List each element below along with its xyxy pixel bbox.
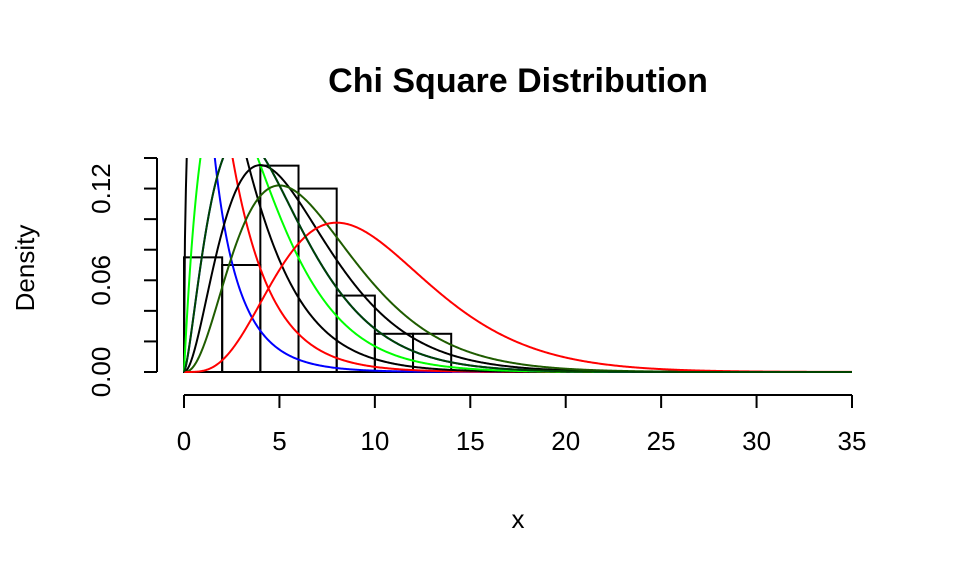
density-curve-df-5 (183, 158, 852, 373)
x-tick-label: 35 (838, 426, 867, 456)
x-tick-label: 30 (742, 426, 771, 456)
x-tick-label: 0 (177, 426, 191, 456)
y-tick-label: 0.12 (86, 163, 116, 214)
histogram-bar (297, 187, 338, 373)
histogram (183, 164, 453, 374)
density-curve-df-4 (183, 158, 852, 373)
x-tick-label: 5 (272, 426, 286, 456)
x-axis: 0 5 10 15 20 25 30 35 (177, 394, 867, 456)
y-tick-label: 0.00 (86, 347, 116, 398)
x-tick-label: 25 (647, 426, 676, 456)
x-axis-label: x (512, 504, 525, 534)
x-tick-label: 20 (551, 426, 580, 456)
x-tick-label: 15 (456, 426, 485, 456)
density-curve-df-7 (183, 184, 852, 373)
density-curve-df-10 (184, 221, 853, 373)
density-curves (183, 158, 853, 373)
y-axis: 0.00 0.06 0.12 (86, 157, 158, 398)
histogram-bar (221, 264, 262, 373)
x-tick-label: 10 (360, 426, 389, 456)
density-curve-df-5 (183, 158, 852, 373)
y-tick-label: 0.06 (86, 255, 116, 306)
chart-title: Chi Square Distribution (328, 62, 708, 100)
y-axis-label: Density (10, 225, 40, 312)
